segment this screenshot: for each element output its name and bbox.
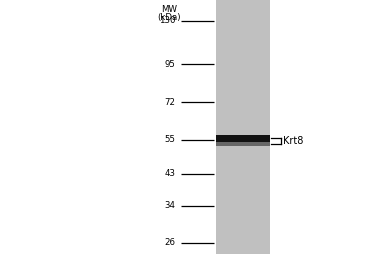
- Text: 55: 55: [164, 135, 175, 144]
- Text: 34: 34: [164, 201, 175, 210]
- Bar: [216, 142, 270, 146]
- Bar: [216, 0, 270, 254]
- Text: 72: 72: [164, 98, 175, 107]
- Text: MW: MW: [161, 5, 177, 14]
- Text: 130: 130: [159, 17, 175, 25]
- Text: 95: 95: [164, 60, 175, 69]
- Text: 43: 43: [164, 169, 175, 178]
- Text: 26: 26: [164, 239, 175, 247]
- Text: Krt8: Krt8: [283, 136, 303, 146]
- Bar: [216, 135, 270, 142]
- Text: (kDa): (kDa): [157, 13, 181, 22]
